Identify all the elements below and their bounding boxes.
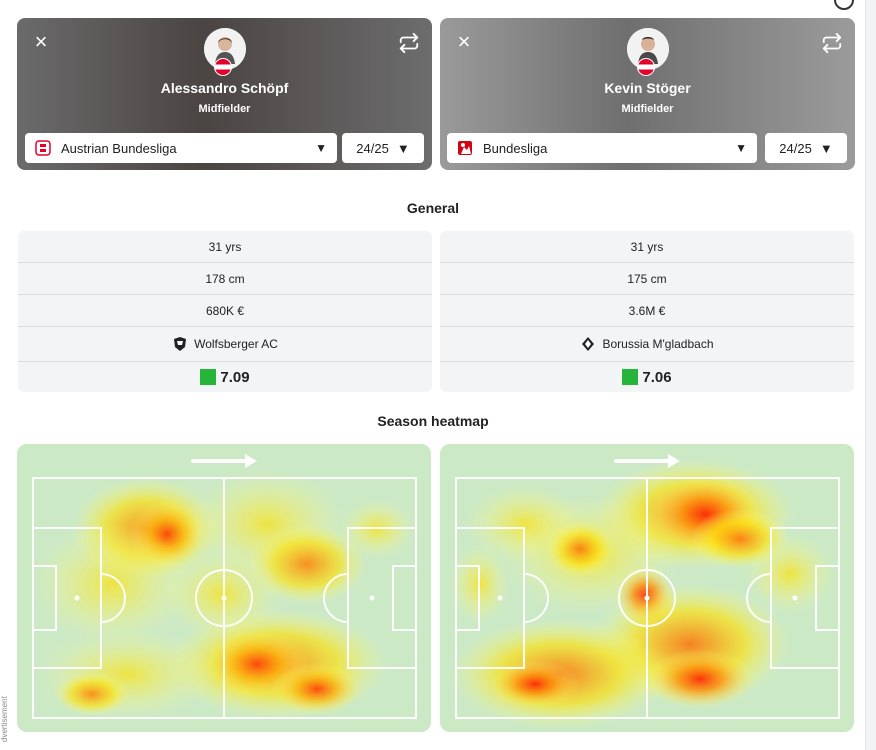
season-select[interactable]: 24/25 ▼ bbox=[342, 133, 424, 163]
height-value: 178 cm bbox=[18, 263, 432, 295]
borussia-monchengladbach-icon bbox=[582, 337, 595, 351]
wolfsberger-ac-icon bbox=[174, 337, 187, 351]
age-value: 31 yrs bbox=[440, 231, 854, 263]
general-stats-right: 31 yrs 175 cm 3.6M € Borussia M'gladbach… bbox=[440, 231, 854, 392]
right-scrollbar[interactable] bbox=[865, 0, 876, 750]
attack-direction-arrow-icon bbox=[614, 454, 680, 468]
austria-flag-icon bbox=[213, 58, 232, 76]
league-name: Bundesliga bbox=[483, 140, 548, 156]
heatmap-pitch bbox=[17, 444, 431, 732]
season-label: 24/25 bbox=[779, 140, 812, 156]
austria-flag-icon bbox=[636, 58, 655, 76]
section-title-heatmap: Season heatmap bbox=[377, 413, 489, 429]
help-icon[interactable] bbox=[834, 0, 854, 10]
player-name: Alessandro Schöpf bbox=[160, 80, 289, 96]
close-icon[interactable]: × bbox=[457, 29, 471, 54]
market-value: 680K € bbox=[18, 295, 432, 327]
general-stats-left: 31 yrs 178 cm 680K € Wolfsberger AC 7.09 bbox=[18, 231, 432, 392]
club-name: Borussia M'gladbach bbox=[602, 337, 714, 351]
swap-icon[interactable] bbox=[398, 32, 420, 54]
chevron-down-icon: ▼ bbox=[396, 140, 410, 156]
rating-value: 7.06 bbox=[642, 368, 672, 386]
advertisement-label: dvertisement bbox=[0, 696, 9, 742]
rating-row: 7.09 bbox=[18, 362, 432, 392]
austrian-bundesliga-icon bbox=[35, 140, 51, 156]
season-label: 24/25 bbox=[356, 140, 389, 156]
rating-indicator bbox=[200, 369, 217, 385]
avatar bbox=[203, 28, 246, 70]
club-row[interactable]: Wolfsberger AC bbox=[18, 327, 432, 362]
player-card-right: × Kevin Stöger Midfielder Bundesliga ▼ 2… bbox=[440, 18, 855, 170]
player-name: Kevin Stöger bbox=[604, 80, 691, 96]
rating-row: 7.06 bbox=[440, 362, 854, 392]
section-title-general: General bbox=[406, 200, 460, 216]
club-row[interactable]: Borussia M'gladbach bbox=[440, 327, 854, 362]
league-select[interactable]: Bundesliga ▼ bbox=[447, 133, 757, 163]
player-position: Midfielder bbox=[198, 103, 251, 115]
age-value: 31 yrs bbox=[18, 231, 432, 263]
season-select[interactable]: 24/25 ▼ bbox=[765, 133, 847, 163]
chevron-down-icon: ▼ bbox=[315, 141, 327, 155]
heatmap-pitch bbox=[440, 444, 854, 732]
rating-value: 7.09 bbox=[220, 368, 250, 386]
heatmap-right bbox=[440, 444, 854, 732]
market-value: 3.6M € bbox=[440, 295, 854, 327]
league-select[interactable]: Austrian Bundesliga ▼ bbox=[25, 133, 337, 163]
attack-direction-arrow-icon bbox=[191, 454, 257, 468]
chevron-down-icon: ▼ bbox=[735, 141, 747, 155]
height-value: 175 cm bbox=[440, 263, 854, 295]
player-card-left: × Alessandro Schöpf Midfielder Austrian … bbox=[17, 18, 432, 170]
club-name: Wolfsberger AC bbox=[194, 337, 278, 351]
heatmap-left bbox=[17, 444, 431, 732]
close-icon[interactable]: × bbox=[34, 29, 48, 54]
rating-indicator bbox=[622, 369, 639, 385]
player-position: Midfielder bbox=[621, 103, 674, 115]
chevron-down-icon: ▼ bbox=[819, 140, 833, 156]
bundesliga-icon bbox=[458, 141, 472, 155]
swap-icon[interactable] bbox=[821, 32, 843, 54]
league-name: Austrian Bundesliga bbox=[61, 140, 177, 156]
